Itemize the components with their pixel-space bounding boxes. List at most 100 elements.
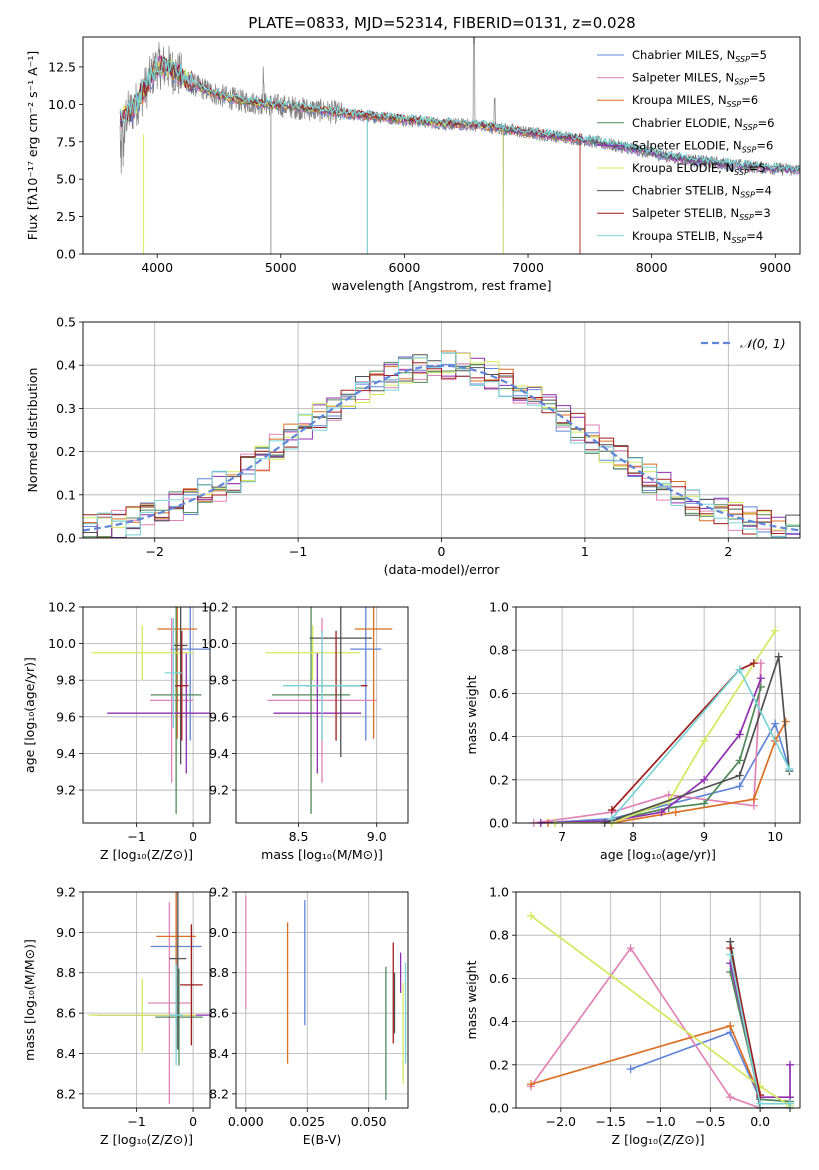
y-tick-label: 10.2 (48, 600, 76, 615)
y-tick-label: 0.2 (489, 1057, 509, 1072)
data-marker (756, 1091, 765, 1100)
x-tick-label: −2 (145, 544, 163, 559)
y-tick-label: 0.0 (489, 816, 509, 831)
y-tick-label: 8.4 (209, 1046, 229, 1061)
y-tick-label: 7.5 (56, 134, 76, 149)
residual-histogram (83, 357, 800, 538)
y-tick-label: 0.3 (56, 401, 76, 416)
y-tick-label: 8.8 (56, 965, 76, 980)
data-marker (786, 1099, 795, 1108)
legend-entry: Kroupa MILES, NSSP=6 (632, 93, 758, 109)
data-marker (735, 756, 744, 765)
x-tick-label: 9 (700, 829, 708, 844)
y-tick-label: 10.0 (48, 97, 76, 112)
y-tick-label: 10.0 (201, 636, 229, 651)
x-axis-label: Z [log₁₀(Z/Z⊙)] (612, 1132, 705, 1147)
x-tick-label: 0.000 (228, 1114, 264, 1129)
y-tick-label: 9.0 (56, 925, 76, 940)
y-tick-label: 0.4 (489, 729, 509, 744)
y-tick-label: 8.6 (56, 1006, 76, 1021)
x-tick-label: 4000 (141, 260, 173, 275)
axes-frame (235, 606, 409, 824)
axes-frame (235, 891, 409, 1109)
x-tick-label: −1.0 (645, 1114, 675, 1129)
y-tick-label: 2.5 (56, 209, 76, 224)
mass-weight-line (540, 677, 762, 823)
data-marker (700, 736, 709, 745)
data-marker (657, 808, 666, 817)
legend-entry: Salpeter MILES, NSSP=5 (632, 71, 766, 87)
y-tick-label: 0.2 (56, 444, 76, 459)
data-marker (607, 806, 616, 815)
x-tick-label: −1 (127, 1114, 145, 1129)
y-tick-label: 0.1 (56, 487, 76, 502)
x-tick-label: −1.5 (595, 1114, 625, 1129)
y-tick-label: 8.2 (56, 1086, 76, 1101)
x-tick-label: 1 (581, 544, 589, 559)
y-tick-label: 10.0 (48, 636, 76, 651)
legend-entry: Kroupa STELIB, NSSP=4 (632, 229, 763, 245)
y-tick-label: 0.6 (489, 686, 509, 701)
y-tick-label: 10.2 (201, 600, 229, 615)
x-axis-label: (data-model)/error (384, 562, 501, 577)
x-tick-label: 2 (724, 544, 732, 559)
x-tick-label: 9.0 (367, 829, 387, 844)
axes-frame (82, 36, 801, 255)
y-tick-label: 0.5 (56, 315, 76, 330)
chart-panel-7 (232, 891, 408, 1112)
y-axis-label: Flux [fλ10⁻¹⁷ erg cm⁻² s⁻¹ A⁻¹] (25, 51, 40, 240)
model-spectrum (119, 58, 800, 172)
data-marker (771, 626, 780, 635)
y-tick-label: 8.4 (56, 1046, 76, 1061)
figure-title: PLATE=0833, MJD=52314, FIBERID=0131, z=0… (248, 14, 635, 32)
y-axis-label: Normed distribution (25, 368, 40, 493)
legend-entry: Chabrier MILES, NSSP=5 (632, 48, 767, 64)
data-marker (749, 795, 758, 804)
y-tick-label: 8.6 (209, 1006, 229, 1021)
model-spectrum (119, 58, 504, 254)
mass-weight-line (604, 656, 791, 823)
x-tick-label: −1 (289, 544, 307, 559)
y-tick-label: 9.2 (56, 885, 76, 900)
mass-weight-line (533, 663, 762, 823)
y-tick-label: 1.0 (489, 885, 509, 900)
x-axis-label: wavelength [Angstrom, rest frame] (331, 278, 551, 293)
axes-frame (515, 891, 801, 1109)
x-axis-label: Z [log₁₀(Z/Z⊙)] (100, 1132, 193, 1147)
data-marker (735, 665, 744, 674)
data-marker (756, 674, 765, 683)
y-tick-label: 0.6 (489, 971, 509, 986)
data-marker (526, 1080, 535, 1089)
axes-frame (82, 891, 211, 1109)
y-tick-label: 9.4 (209, 746, 229, 761)
x-axis-label: E(B-V) (303, 1132, 342, 1147)
y-tick-label: 0.4 (56, 358, 76, 373)
data-marker (735, 782, 744, 791)
data-marker (735, 771, 744, 780)
y-tick-label: 9.4 (56, 746, 76, 761)
data-marker (626, 1065, 635, 1074)
y-tick-label: 8.8 (209, 965, 229, 980)
x-tick-label: 8 (629, 829, 637, 844)
data-marker (700, 799, 709, 808)
x-tick-label: 0 (189, 829, 197, 844)
data-marker (749, 659, 758, 668)
x-axis-label: age [log₁₀(age/yr)] (600, 847, 716, 862)
y-tick-label: 8.2 (209, 1086, 229, 1101)
axes-frame (82, 321, 801, 539)
y-tick-label: 9.2 (209, 783, 229, 798)
y-axis-label: mass [log₁₀(M/M⊙)] (22, 939, 37, 1061)
x-tick-label: 5000 (265, 260, 297, 275)
data-marker (785, 765, 794, 773)
x-tick-label: 10 (767, 829, 783, 844)
y-tick-label: 9.8 (209, 673, 229, 688)
data-marker (756, 659, 765, 668)
y-tick-label: 0.0 (56, 531, 76, 546)
chart-panel-5 (512, 606, 800, 827)
chart-panel-3 (79, 606, 210, 827)
x-tick-label: 0 (189, 1114, 197, 1129)
x-tick-label: 0.0 (750, 1114, 770, 1129)
y-axis-label: mass weight (464, 675, 479, 754)
y-tick-label: 9.8 (56, 673, 76, 688)
